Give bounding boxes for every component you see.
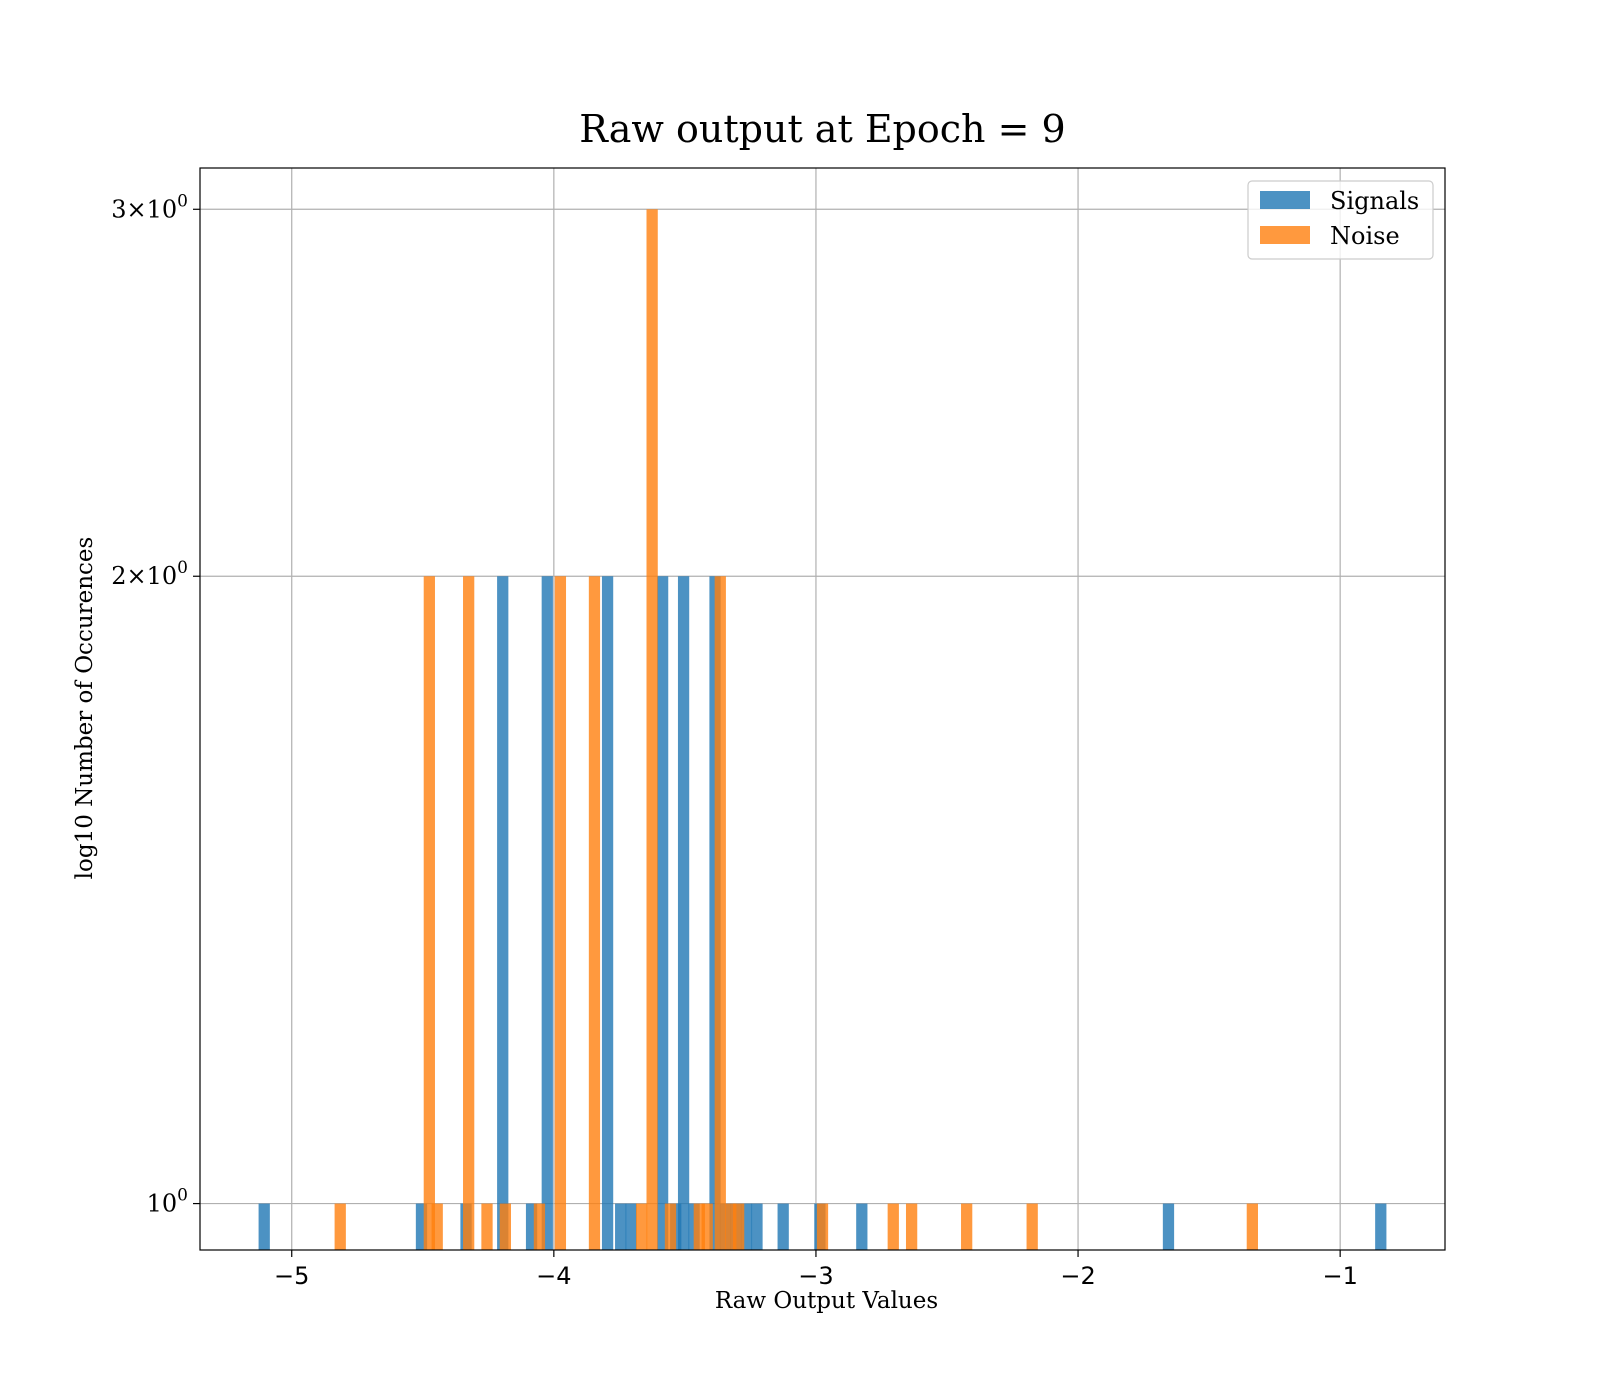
bar-noise: [636, 1203, 648, 1250]
x-axis-label: Raw Output Values: [715, 1288, 938, 1314]
y-tick-label: 100: [147, 1186, 188, 1218]
x-axis-ticks: −5 −4 −3 −2 −1: [274, 1250, 1358, 1290]
bar-noise: [481, 1203, 493, 1250]
chart-title: Raw output at Epoch = 9: [579, 107, 1065, 151]
y-tick-label: 2×100: [111, 558, 188, 590]
y-tick-label: 3×100: [111, 191, 188, 223]
bar-noise: [905, 1203, 918, 1250]
plot-frame: [199, 167, 1446, 1251]
bar-noise: [334, 1203, 346, 1250]
bar-noise: [693, 1203, 705, 1250]
bar-signals: [856, 1203, 868, 1250]
bar-noise: [463, 576, 475, 1250]
bar-noise: [533, 1203, 546, 1250]
x-tick-label: −2: [1060, 1262, 1095, 1290]
bar-noise: [701, 1203, 713, 1250]
bar-noise: [588, 576, 601, 1250]
legend: Signals Noise: [1247, 180, 1434, 260]
bar-noise: [714, 576, 726, 1250]
bar-noise: [961, 1203, 973, 1250]
bar-noise: [499, 1203, 511, 1250]
y-axis-label: log10 Number of Occurences: [72, 537, 98, 880]
bar-signals: [615, 1203, 627, 1250]
bar-signals: [740, 1203, 753, 1250]
histogram-bars: [258, 209, 1387, 1250]
bar-signals: [258, 1203, 270, 1250]
bar-signals: [656, 576, 669, 1250]
bar-noise: [423, 576, 435, 1250]
bar-noise: [1026, 1203, 1038, 1250]
bar-noise: [816, 1203, 829, 1250]
bar-signals: [525, 1203, 538, 1250]
bar-signals: [601, 576, 614, 1250]
x-tick-label: −4: [536, 1262, 571, 1290]
bar-noise: [664, 1203, 677, 1250]
bar-signals: [751, 1203, 763, 1250]
bar-noise: [431, 1203, 443, 1250]
bar-noise: [646, 209, 658, 1250]
bar-noise: [554, 576, 567, 1250]
legend-label-noise: Noise: [1330, 222, 1400, 250]
x-tick-label: −3: [798, 1262, 833, 1290]
bar-signals: [415, 1203, 428, 1250]
series-noise: [334, 209, 1258, 1250]
bar-noise: [1246, 1203, 1258, 1250]
bar-noise: [887, 1203, 899, 1250]
legend-swatch-signals: [1260, 191, 1310, 209]
bar-signals: [777, 1203, 789, 1250]
x-tick-label: −5: [274, 1262, 309, 1290]
x-tick-label: −1: [1322, 1262, 1357, 1290]
y-axis-ticks: 100 2×100 3×100: [111, 191, 200, 1218]
bar-signals: [677, 576, 690, 1250]
bar-noise: [725, 1203, 737, 1250]
bar-signals: [497, 576, 509, 1250]
bar-signals: [1162, 1203, 1175, 1250]
bar-noise: [732, 1203, 745, 1250]
legend-label-signals: Signals: [1330, 187, 1419, 215]
grid-lines: [200, 168, 1445, 1250]
bar-signals: [1375, 1203, 1387, 1250]
legend-swatch-noise: [1260, 226, 1310, 244]
bar-signals: [625, 1203, 637, 1250]
bar-signals: [541, 576, 553, 1250]
